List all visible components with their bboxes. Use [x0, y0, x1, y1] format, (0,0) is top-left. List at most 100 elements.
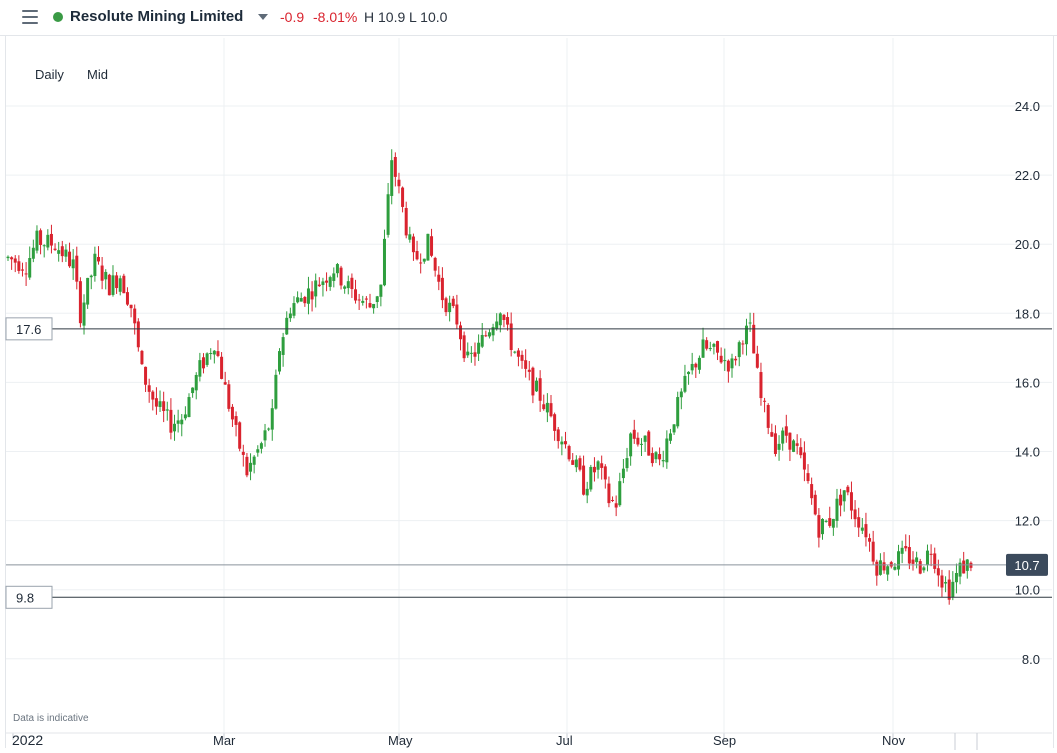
candle-down — [817, 515, 821, 538]
candle-down — [60, 246, 64, 257]
candle-down — [527, 369, 531, 372]
candle-up — [491, 327, 495, 336]
candle-up — [676, 397, 680, 427]
candle-down — [788, 432, 792, 450]
y-axis-label: 14.0 — [1015, 445, 1040, 460]
candle-down — [647, 431, 651, 456]
interval-selector[interactable]: Daily — [35, 67, 64, 82]
candle-down — [650, 453, 654, 464]
candle-up — [35, 230, 39, 251]
candle-down — [549, 403, 553, 417]
candle-up — [831, 518, 835, 528]
candle-up — [31, 247, 35, 259]
candle-up — [89, 275, 93, 278]
chevron-down-icon[interactable] — [258, 14, 268, 20]
candle-down — [455, 304, 459, 325]
candle-up — [64, 249, 68, 257]
candle-down — [907, 547, 911, 564]
candle-up — [697, 357, 701, 370]
candle-up — [618, 481, 622, 506]
candle-up — [212, 350, 216, 355]
candle-up — [422, 258, 426, 262]
candle-up — [712, 343, 716, 347]
candle-down — [162, 401, 166, 412]
candle-up — [118, 278, 122, 292]
candle-up — [723, 360, 727, 362]
reference-line-label-box[interactable] — [5, 585, 53, 609]
candle-down — [636, 437, 640, 445]
candle-down — [39, 230, 43, 245]
candle-down — [752, 324, 756, 354]
candle-up — [104, 271, 108, 280]
candle-up — [408, 234, 412, 240]
candle-up — [545, 402, 549, 413]
candle-up — [480, 334, 484, 347]
candle-down — [241, 451, 245, 455]
candle-down — [875, 561, 879, 576]
candle-up — [535, 380, 539, 392]
candle-up — [187, 397, 191, 418]
candle-up — [730, 358, 734, 369]
candle-down — [929, 553, 933, 555]
reference-line-label-box[interactable] — [5, 317, 53, 341]
candle-up — [386, 194, 390, 235]
menu-icon[interactable] — [22, 10, 38, 24]
candle-down — [716, 341, 720, 353]
candle-down — [567, 446, 571, 460]
candle-up — [777, 443, 781, 450]
y-axis-label: 18.0 — [1015, 306, 1040, 321]
candle-down — [100, 265, 104, 281]
x-axis-label: Sep — [713, 733, 736, 748]
candle-down — [364, 298, 368, 300]
candle-down — [741, 343, 745, 345]
candle-up — [93, 253, 97, 277]
candle-down — [726, 360, 730, 372]
candle-up — [390, 160, 394, 196]
candle-up — [209, 353, 213, 355]
candle-down — [516, 350, 520, 357]
candle-up — [900, 547, 904, 554]
candle-down — [578, 458, 582, 470]
candle-down — [10, 257, 14, 260]
candle-up — [321, 281, 325, 286]
candle-down — [393, 157, 397, 177]
candle-up — [792, 440, 796, 452]
candle-down — [17, 261, 21, 271]
y-axis-label: 20.0 — [1015, 237, 1040, 252]
market-status-icon — [53, 12, 63, 22]
candle-down — [154, 398, 158, 407]
candle-down — [238, 422, 242, 449]
candle-down — [694, 363, 698, 368]
candle-up — [672, 424, 676, 433]
candle-down — [918, 561, 922, 574]
y-axis-label: 24.0 — [1015, 99, 1040, 114]
candle-up — [270, 408, 274, 430]
candle-down — [397, 179, 401, 187]
candle-down — [524, 360, 528, 369]
candle-down — [755, 353, 759, 368]
candle-down — [75, 255, 79, 282]
candle-down — [853, 509, 857, 520]
candle-up — [824, 520, 828, 522]
candle-up — [252, 456, 256, 465]
candle-up — [897, 551, 901, 570]
candle-down — [502, 314, 506, 320]
candle-down — [868, 538, 872, 542]
candle-down — [582, 465, 586, 495]
candle-down — [473, 352, 477, 357]
candle-up — [665, 438, 669, 463]
price-type-selector[interactable]: Mid — [87, 67, 108, 82]
indicative-note: Data is indicative — [13, 713, 89, 724]
candle-up — [687, 371, 691, 375]
candle-down — [904, 546, 908, 549]
candle-down — [354, 289, 358, 301]
candle-up — [205, 353, 209, 365]
candle-up — [361, 300, 365, 303]
instrument-name[interactable]: Resolute Mining Limited — [70, 8, 244, 25]
candle-down — [144, 366, 148, 385]
candle-up — [513, 351, 517, 353]
candle-down — [969, 562, 973, 568]
candle-up — [585, 488, 589, 496]
candle-up — [625, 458, 629, 469]
